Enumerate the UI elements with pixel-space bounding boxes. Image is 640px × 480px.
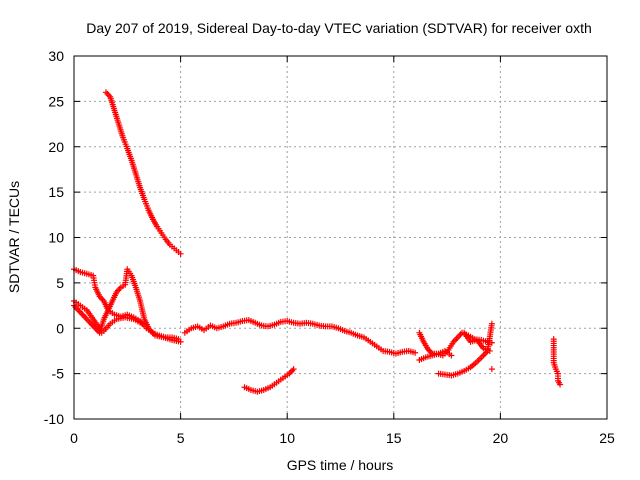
y-tick-label: 20: [48, 139, 64, 155]
data-point: [177, 250, 184, 257]
data-point: [486, 347, 493, 354]
x-tick-label: 0: [70, 430, 78, 446]
plot-frame: [73, 55, 608, 420]
series-arc-main: [181, 317, 419, 357]
series-arc-late: [550, 336, 564, 388]
data-point: [557, 381, 564, 388]
series-arc-c: [71, 298, 146, 336]
y-axis-label: SDTVAR / TECUs: [6, 181, 22, 293]
gridlines: [74, 56, 607, 419]
y-tick-label: -5: [52, 366, 65, 382]
x-tick-label: 5: [177, 430, 185, 446]
x-tick-labels: 0 5 10 15 20 25: [70, 430, 615, 446]
data-point: [412, 349, 419, 356]
data-points: [71, 89, 564, 395]
y-tick-label: 30: [48, 48, 64, 64]
x-axis-label: GPS time / hours: [287, 457, 394, 473]
series-arc-e2: [416, 347, 455, 364]
y-tick-label: -10: [44, 411, 64, 427]
x-tick-label: 15: [386, 430, 402, 446]
data-point: [139, 320, 146, 327]
chart-title: Day 207 of 2019, Sidereal Day-to-day VTE…: [86, 20, 592, 36]
y-tick-labels: -10 -5 0 5 10 15 20 25 30: [44, 48, 64, 427]
y-tick-label: 15: [48, 184, 64, 200]
y-tick-label: 0: [56, 320, 64, 336]
series-arc-e3: [435, 320, 495, 379]
y-tick-label: 10: [48, 230, 64, 246]
series-arc-low: [241, 366, 297, 395]
data-point: [177, 338, 184, 345]
series-arc-e4: [461, 329, 493, 354]
series-arc-b: [71, 266, 184, 345]
x-tick-label: 25: [599, 430, 615, 446]
data-point: [488, 366, 495, 373]
data-point: [488, 320, 495, 327]
y-tick-label: 5: [56, 275, 64, 291]
x-tick-label: 20: [493, 430, 509, 446]
data-point: [290, 366, 297, 373]
data-point: [448, 352, 455, 359]
series-arc-high: [102, 89, 184, 257]
x-tick-label: 10: [279, 430, 295, 446]
y-tick-label: 25: [48, 93, 64, 109]
